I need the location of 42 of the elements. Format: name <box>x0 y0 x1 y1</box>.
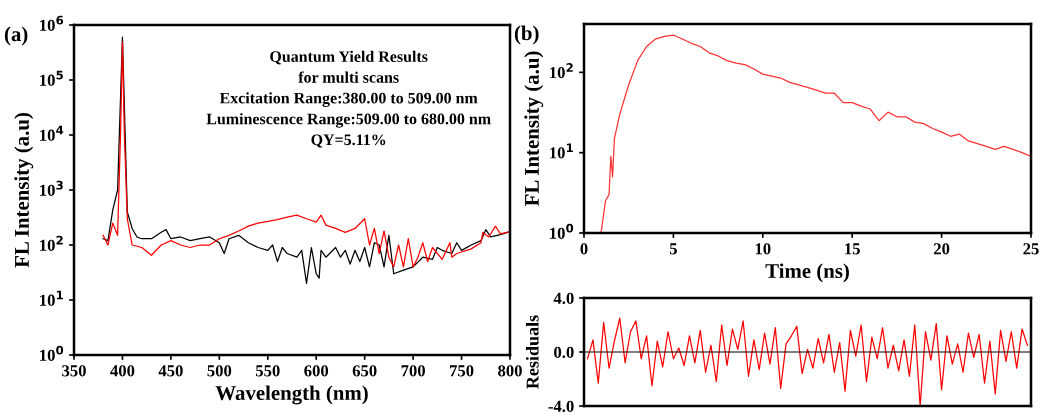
chart-title: (b) <box>514 25 539 45</box>
y-tick-label: 10$^{6}$ <box>40 15 64 31</box>
y-tick-label: -4.0 <box>548 400 574 413</box>
annotation: Luminescence Range:509.00 to 680.00 nm <box>206 113 491 128</box>
x-tick-label: 500 <box>207 365 232 377</box>
annotation: for multi scans <box>298 71 399 83</box>
x-tick-label: 550 <box>255 365 280 377</box>
y-tick-label: 10$^{0}$ <box>40 345 64 361</box>
x-tick-label: 600 <box>304 365 329 377</box>
y-tick-label: 10$^{3}$ <box>40 180 63 196</box>
annotation: QY=5.11% <box>311 134 386 148</box>
x-tick-label: 15 <box>845 243 860 255</box>
y-axis-title: FL Intensity (a.u) <box>524 51 544 206</box>
x-tick-label: 20 <box>933 243 950 255</box>
x-tick-label: 400 <box>110 365 135 377</box>
y-tick-label: 10$^{5}$ <box>40 70 63 86</box>
annotation: Quantum Yield Results <box>270 50 428 65</box>
y-axis-title: FL Intensity (a.u) <box>14 113 34 268</box>
y-tick-label: 0.0 <box>554 346 574 359</box>
annotation: Excitation Range:380.00 to 509.00 nm <box>219 92 478 107</box>
y-tick-label: 10$^{1}$ <box>550 143 573 159</box>
x-tick-label: 700 <box>401 365 425 377</box>
x-tick-label: 800 <box>498 365 522 377</box>
y-tick-label: 10$^{2}$ <box>40 235 63 251</box>
y-tick-label: 10$^{2}$ <box>550 63 573 79</box>
x-axis-title: Time (ns) <box>765 263 849 283</box>
x-tick-label: 10 <box>755 243 771 255</box>
y-tick-label: 10$^{0}$ <box>550 223 574 239</box>
y-tick-label: 10$^{4}$ <box>40 125 64 141</box>
x-tick-label: 750 <box>450 365 474 377</box>
y-tick-label: 4.0 <box>553 292 574 305</box>
y-tick-label: 10$^{1}$ <box>40 290 63 306</box>
x-tick-label: 350 <box>62 365 86 377</box>
x-tick-label: 5 <box>669 243 677 255</box>
y-axis-title: Residuals <box>525 315 539 389</box>
chart-title: (a) <box>4 26 28 46</box>
x-tick-label: 0 <box>580 243 588 255</box>
x-tick-label: 450 <box>158 365 183 377</box>
x-tick-label: 650 <box>352 365 377 377</box>
line-series <box>600 34 1031 233</box>
x-tick-label: 25 <box>1023 243 1039 255</box>
x-axis-title: Wavelength (nm) <box>215 385 368 405</box>
